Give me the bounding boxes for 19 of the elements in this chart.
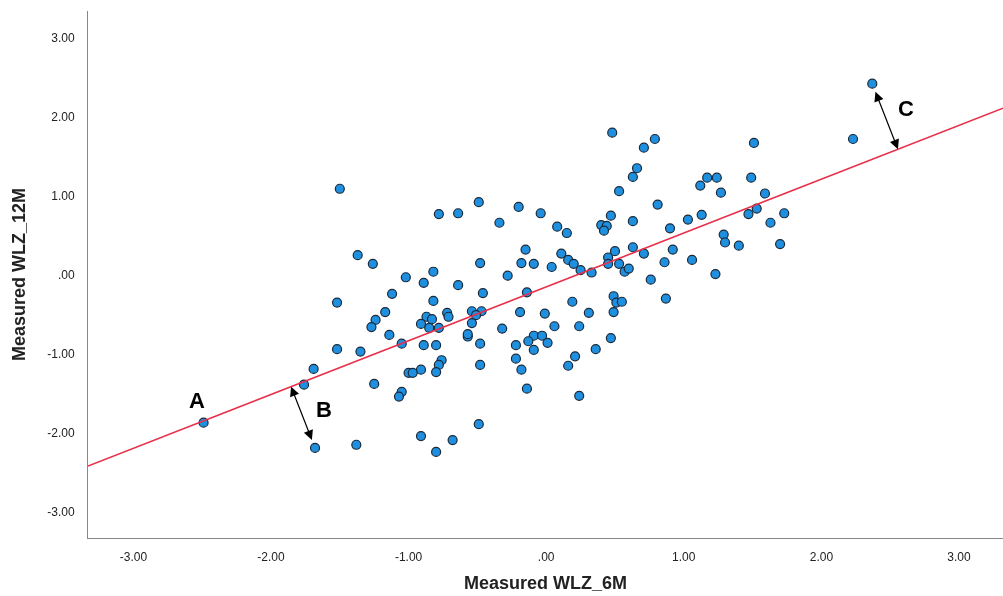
y-axis-title: Measured WLZ_12M: [9, 187, 30, 362]
x-tick-label: 2.00: [809, 550, 834, 565]
annotation: B: [316, 397, 332, 422]
y-tick-label: -2.00: [47, 426, 75, 441]
y-tick-label: 3.00: [51, 31, 75, 46]
x-tick-label: 1.00: [672, 550, 696, 565]
y-tick-label: 1.00: [51, 189, 75, 204]
x-tick-label: -2.00: [257, 550, 285, 565]
x-tick-label: 3.00: [947, 550, 971, 565]
y-tick-label: -1.00: [47, 347, 75, 362]
y-tick-label: .00: [57, 268, 75, 283]
annotation: C: [898, 96, 914, 121]
x-tick-label: .00: [537, 550, 555, 565]
x-tick-label: -1.00: [394, 550, 423, 565]
x-tick-label: -3.00: [119, 550, 148, 565]
x-axis-title: Measured WLZ_6M: [463, 572, 628, 593]
y-tick-label: 2.00: [51, 110, 75, 125]
annotation: A: [189, 388, 205, 413]
y-tick-label: -3.00: [47, 505, 75, 520]
